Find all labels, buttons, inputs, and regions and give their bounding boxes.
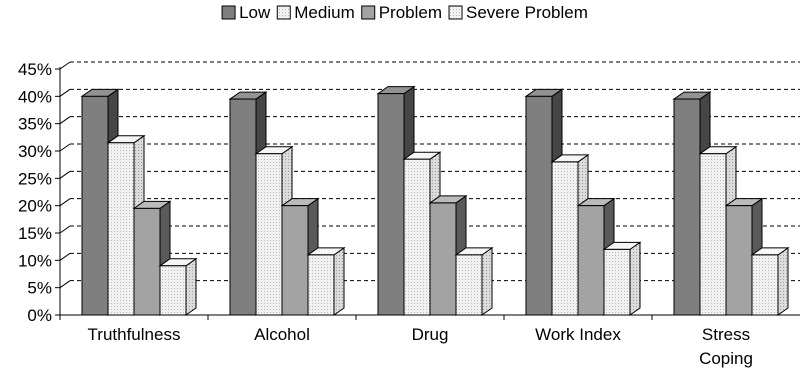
bar-front [81, 95, 109, 316]
legend-swatch [276, 5, 291, 20]
x-tick-label: Alcohol [254, 325, 310, 344]
legend: Low Medium Problem Severe Problem [221, 3, 588, 22]
gridline-depth [59, 170, 71, 179]
bar-front [107, 142, 135, 316]
bar-front [229, 98, 257, 316]
x-tick-label: Truthfulness [88, 325, 181, 344]
y-tick-label: 30% [18, 142, 52, 161]
bar-front [133, 207, 161, 316]
y-tick-label: 20% [18, 197, 52, 216]
bar-side [481, 246, 493, 316]
bar-front [551, 161, 579, 316]
y-tick-label: 5% [27, 279, 52, 298]
bar-front [377, 93, 405, 316]
bar [602, 241, 642, 316]
legend-swatch [361, 5, 376, 20]
gridline-depth [59, 143, 71, 152]
legend-label: Low [239, 3, 271, 22]
legend-swatch [448, 5, 463, 20]
bar [306, 246, 346, 316]
gridline-depth [59, 61, 71, 70]
bar-front [281, 205, 309, 316]
bar-side [185, 257, 197, 316]
bar-front [255, 153, 283, 316]
legend-label: Problem [379, 3, 442, 22]
gridline-depth [59, 116, 71, 125]
y-tick-label: 40% [18, 87, 52, 106]
y-tick-label: 0% [27, 306, 52, 325]
legend-swatch [221, 5, 236, 20]
bar-front [673, 98, 701, 316]
bar-front [603, 248, 631, 316]
bar-front [307, 254, 335, 316]
bar [454, 246, 494, 316]
bar-front [725, 205, 753, 316]
y-tick-label: 10% [18, 251, 52, 270]
x-tick-label: Work Index [535, 325, 621, 344]
legend-item: Problem [361, 3, 442, 22]
y-tick-label: 25% [18, 169, 52, 188]
legend-item: Severe Problem [448, 3, 588, 22]
y-tick-label: 15% [18, 224, 52, 243]
bar-side [333, 246, 345, 316]
legend-label: Medium [294, 3, 354, 22]
bar-front [159, 265, 187, 316]
legend-item: Low [221, 3, 271, 22]
legend-label: Severe Problem [466, 3, 588, 22]
y-tick-label: 35% [18, 115, 52, 134]
gridline-depth [59, 280, 71, 289]
bar-front [455, 254, 483, 316]
x-axis: Truthfulness Alcohol Drug Work Index Stress C… [59, 314, 800, 368]
bar [750, 246, 790, 316]
bars [80, 85, 790, 316]
gridline-depth [59, 225, 71, 234]
bar-side [629, 241, 641, 316]
bar-front [429, 202, 457, 316]
gridline-depth [59, 198, 71, 207]
y-axis: 0% 5% 10% 15% 20% 25% 30% 35% 40% 45% [18, 60, 61, 325]
bar-front [699, 153, 727, 316]
bar-front [577, 205, 605, 316]
bar-front [751, 254, 779, 316]
bar [158, 257, 198, 316]
x-tick-label: Drug [412, 325, 449, 344]
gridline-depth [59, 88, 71, 97]
gridline-depth [59, 252, 71, 261]
legend-item: Medium [276, 3, 355, 22]
bar-side [777, 246, 789, 316]
x-tick-label: Stress Coping [699, 325, 753, 368]
y-tick-label: 45% [18, 60, 52, 79]
bar-front [403, 158, 431, 316]
bar-front [525, 95, 553, 316]
